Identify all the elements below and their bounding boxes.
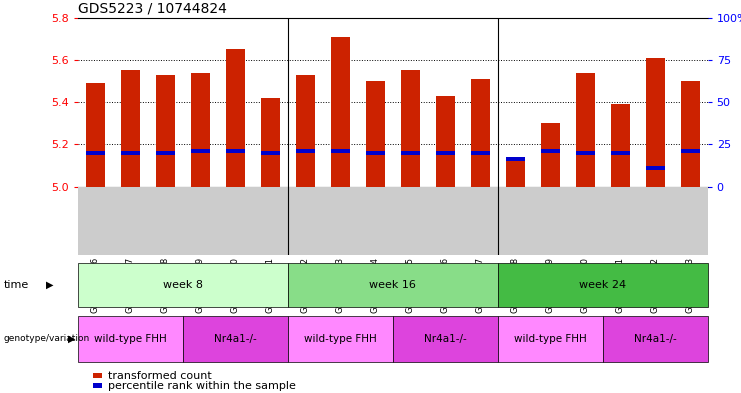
Text: GDS5223 / 10744824: GDS5223 / 10744824 — [78, 1, 227, 15]
Text: week 8: week 8 — [163, 280, 203, 290]
Bar — [296, 149, 315, 152]
Bar — [436, 96, 455, 187]
Text: transformed count: transformed count — [108, 371, 212, 380]
Bar — [611, 104, 630, 187]
Text: percentile rank within the sample: percentile rank within the sample — [108, 381, 296, 391]
Bar — [401, 70, 420, 187]
Bar — [436, 151, 455, 155]
Bar — [330, 37, 350, 187]
Bar — [156, 75, 175, 187]
Bar — [471, 151, 490, 155]
Bar — [505, 157, 525, 187]
Bar — [156, 151, 175, 155]
Text: wild-type FHH: wild-type FHH — [304, 334, 376, 344]
Bar — [611, 151, 630, 155]
Text: week 16: week 16 — [369, 280, 416, 290]
Text: time: time — [4, 280, 29, 290]
Bar — [296, 75, 315, 187]
Bar — [541, 149, 559, 152]
Text: genotype/variation: genotype/variation — [4, 334, 90, 343]
Bar — [645, 166, 665, 169]
Bar — [330, 149, 350, 152]
Bar — [505, 157, 525, 161]
Bar — [471, 79, 490, 187]
Bar — [576, 73, 595, 187]
Text: Nr4a1-/-: Nr4a1-/- — [424, 334, 467, 344]
Text: Nr4a1-/-: Nr4a1-/- — [634, 334, 677, 344]
Bar — [261, 98, 280, 187]
Bar — [645, 58, 665, 187]
Bar — [541, 123, 559, 187]
Bar — [576, 151, 595, 155]
Text: Nr4a1-/-: Nr4a1-/- — [214, 334, 256, 344]
Bar — [121, 151, 140, 155]
Bar — [401, 151, 420, 155]
Bar — [121, 70, 140, 187]
Text: week 24: week 24 — [579, 280, 626, 290]
Bar — [190, 149, 210, 152]
Bar — [261, 151, 280, 155]
Bar — [365, 151, 385, 155]
Bar — [190, 73, 210, 187]
Text: wild-type FHH: wild-type FHH — [94, 334, 167, 344]
Bar — [86, 83, 105, 187]
Text: ▶: ▶ — [68, 334, 76, 344]
Bar — [680, 149, 700, 152]
Text: ▶: ▶ — [46, 280, 53, 290]
Bar — [226, 149, 245, 152]
Bar — [86, 151, 105, 155]
Bar — [226, 50, 245, 187]
Text: wild-type FHH: wild-type FHH — [514, 334, 587, 344]
Bar — [365, 81, 385, 187]
Bar — [680, 81, 700, 187]
